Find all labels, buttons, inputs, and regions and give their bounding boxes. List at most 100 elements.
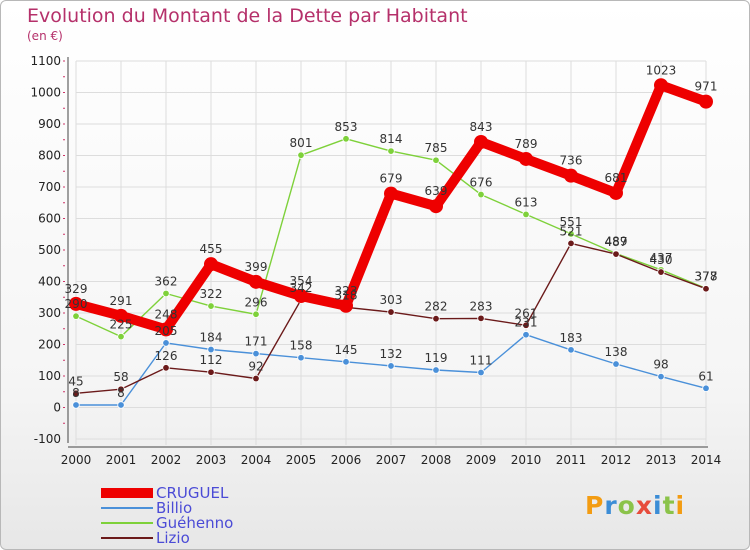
data-label-cruguel: 639 bbox=[425, 184, 448, 198]
data-label-cruguel: 843 bbox=[470, 120, 493, 134]
y-tick-label: 800 bbox=[38, 149, 61, 163]
data-label-lizio: 58 bbox=[113, 370, 128, 384]
data-label-cruguel: 329 bbox=[65, 282, 88, 296]
x-tick-label: 2012 bbox=[601, 453, 632, 467]
point-billio bbox=[117, 401, 125, 409]
point-gu-henno bbox=[207, 302, 215, 310]
data-label-billio: 231 bbox=[515, 316, 538, 330]
point-billio bbox=[567, 346, 575, 354]
data-label-billio: 119 bbox=[425, 351, 448, 365]
point-cruguel bbox=[564, 168, 578, 183]
point-gu-henno bbox=[477, 190, 485, 199]
y-tick-label: 700 bbox=[38, 180, 61, 194]
point-cruguel bbox=[519, 151, 533, 166]
x-tick-label: 2006 bbox=[331, 453, 362, 467]
point-billio bbox=[342, 358, 350, 366]
data-label-billio: 8 bbox=[72, 386, 80, 400]
point-billio bbox=[207, 345, 215, 354]
data-label-lizio: 487 bbox=[605, 235, 628, 249]
y-tick-label: 1100 bbox=[30, 54, 61, 68]
data-label-gu-henno: 225 bbox=[110, 318, 133, 332]
point-lizio bbox=[702, 285, 710, 293]
point-lizio bbox=[207, 368, 215, 376]
point-gu-henno bbox=[297, 151, 305, 159]
logo-letter: i bbox=[675, 491, 686, 520]
x-tick-label: 2009 bbox=[466, 453, 497, 467]
legend-label: Lizio bbox=[156, 529, 190, 547]
point-lizio bbox=[612, 250, 620, 258]
point-cruguel bbox=[249, 274, 263, 289]
x-tick-label: 2014 bbox=[691, 453, 722, 467]
data-label-gu-henno: 853 bbox=[335, 120, 358, 134]
data-label-lizio: 261 bbox=[515, 306, 538, 320]
point-lizio bbox=[567, 239, 575, 248]
point-lizio bbox=[162, 364, 170, 372]
data-label-lizio: 377 bbox=[695, 270, 718, 284]
data-label-cruguel: 971 bbox=[695, 80, 718, 94]
point-cruguel bbox=[429, 199, 443, 214]
point-cruguel bbox=[339, 298, 353, 313]
data-label-billio: 111 bbox=[470, 354, 493, 368]
x-tick-label: 2007 bbox=[376, 453, 407, 467]
data-label-gu-henno: 785 bbox=[425, 141, 448, 155]
point-billio bbox=[432, 366, 440, 374]
legend-swatch bbox=[101, 488, 153, 498]
x-tick-label: 2013 bbox=[646, 453, 677, 467]
x-tick-label: 2010 bbox=[511, 453, 542, 467]
logo-letter: P bbox=[585, 491, 605, 520]
data-label-lizio: 318 bbox=[335, 288, 358, 302]
data-label-billio: 8 bbox=[117, 386, 125, 400]
data-label-cruguel: 354 bbox=[290, 274, 313, 288]
data-label-cruguel: 1023 bbox=[646, 63, 677, 77]
point-cruguel bbox=[204, 257, 218, 272]
point-gu-henno bbox=[117, 332, 125, 341]
point-lizio bbox=[432, 314, 440, 323]
point-billio bbox=[162, 339, 170, 347]
data-label-gu-henno: 437 bbox=[650, 251, 673, 265]
point-gu-henno bbox=[72, 312, 80, 320]
logo-letter: r bbox=[604, 491, 618, 520]
point-cruguel bbox=[699, 94, 713, 109]
logo-letter: i bbox=[653, 491, 663, 520]
point-billio bbox=[72, 401, 80, 409]
point-billio bbox=[612, 360, 620, 368]
legend-label: Guéhenno bbox=[156, 514, 234, 532]
logo-letter: t bbox=[662, 491, 676, 520]
point-cruguel bbox=[294, 288, 308, 303]
data-label-billio: 205 bbox=[155, 324, 178, 338]
data-label-billio: 183 bbox=[560, 331, 583, 345]
data-label-cruguel: 248 bbox=[155, 307, 178, 321]
data-label-cruguel: 291 bbox=[110, 294, 133, 308]
legend-swatch bbox=[101, 537, 153, 539]
data-label-gu-henno: 801 bbox=[290, 136, 313, 150]
point-cruguel bbox=[384, 186, 398, 201]
y-tick-label: 1000 bbox=[30, 86, 61, 100]
point-gu-henno bbox=[342, 135, 350, 143]
point-billio bbox=[702, 384, 710, 392]
point-lizio bbox=[252, 374, 260, 383]
y-tick-label: -100 bbox=[34, 432, 61, 446]
data-label-gu-henno: 290 bbox=[65, 297, 88, 311]
point-billio bbox=[522, 331, 530, 339]
x-tick-label: 2003 bbox=[196, 453, 227, 467]
labels-layer: 8 8 205 184 171 158 145 132 119 111 231 183 138 98 61 2… bbox=[65, 63, 718, 400]
y-tick-label: 900 bbox=[38, 117, 61, 131]
point-gu-henno bbox=[522, 210, 530, 219]
point-lizio bbox=[522, 321, 530, 329]
point-gu-henno bbox=[252, 310, 260, 318]
x-tick-label: 2004 bbox=[241, 453, 272, 467]
point-lizio bbox=[657, 268, 665, 276]
series-layer bbox=[69, 78, 713, 409]
data-label-gu-henno: 378 bbox=[695, 269, 718, 283]
data-label-billio: 158 bbox=[290, 339, 313, 353]
point-cruguel bbox=[69, 296, 83, 311]
logo-letter: x bbox=[635, 491, 653, 520]
data-label-cruguel: 681 bbox=[605, 171, 628, 185]
data-label-cruguel: 736 bbox=[560, 154, 583, 168]
point-cruguel bbox=[114, 308, 128, 323]
legend-label: CRUGUEL bbox=[156, 484, 229, 502]
x-tick-label: 2005 bbox=[286, 453, 317, 467]
data-label-lizio: 283 bbox=[470, 299, 493, 313]
point-billio bbox=[387, 362, 395, 370]
